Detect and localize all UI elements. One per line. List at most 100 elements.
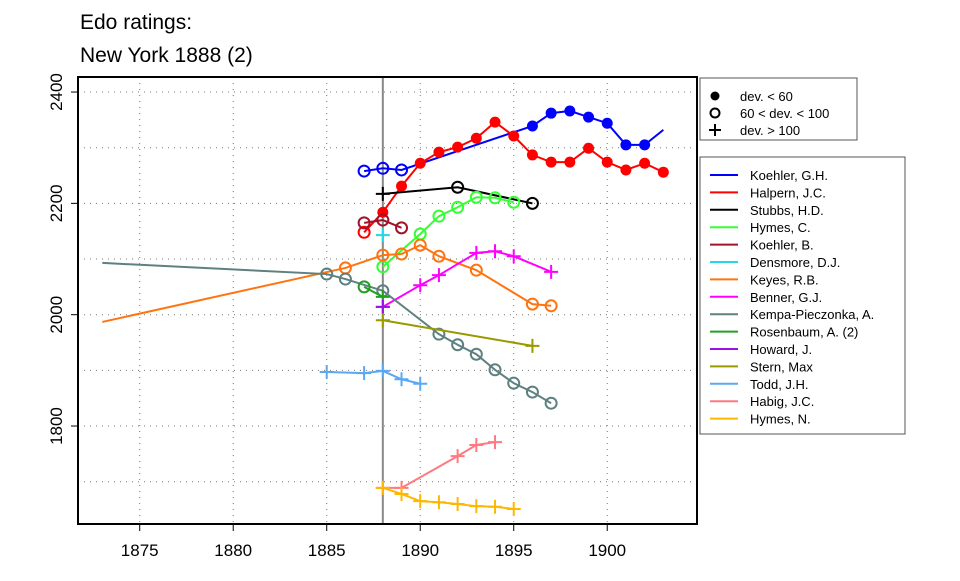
point-open — [488, 363, 502, 377]
point-plus — [469, 245, 484, 260]
series-koehler-g-h- — [357, 105, 664, 178]
point-open — [357, 225, 371, 239]
point-open — [469, 263, 483, 277]
point-plus — [375, 299, 390, 314]
legend-label: Stubbs, H.D. — [750, 203, 824, 218]
point-open — [357, 164, 371, 178]
point-open — [507, 376, 521, 390]
point-open — [395, 163, 409, 177]
point-plus — [488, 244, 503, 259]
grid — [78, 77, 697, 524]
legend-label: Benner, G.J. — [750, 290, 822, 305]
x-tick-label: 1890 — [401, 541, 439, 560]
point-open — [432, 327, 446, 341]
point-open — [525, 385, 539, 399]
point-plus — [506, 249, 521, 264]
series-benner-g-j- — [375, 244, 559, 314]
point-open — [338, 272, 352, 286]
legend-label: Keyes, R.B. — [750, 272, 819, 287]
series-stern-max — [375, 313, 540, 353]
series-legend-box — [699, 156, 906, 435]
point-open — [507, 195, 521, 209]
legend-label: Densmore, D.J. — [750, 255, 840, 270]
y-axis: 1800 2000 2200 2400 — [47, 73, 78, 445]
point-plus — [488, 499, 503, 514]
series-stubbs-h-d- — [375, 180, 539, 210]
point-filled — [564, 105, 576, 117]
chart-title-line-1: Edo ratings: — [80, 11, 192, 34]
point-plus — [375, 186, 390, 201]
point-open — [376, 248, 390, 262]
point-plus — [506, 501, 521, 516]
point-plus — [469, 499, 484, 514]
point-open — [469, 347, 483, 361]
series-legend: Koehler, G.H. Halpern, J.C. Stubbs, H.D. Hy… — [699, 156, 906, 435]
series-todd-j-h- — [319, 363, 428, 391]
x-tick-label: 1880 — [214, 541, 252, 560]
point-plus — [413, 494, 428, 509]
legend-label: Rosenbaum, A. (2) — [750, 325, 858, 340]
point-filled — [489, 116, 501, 128]
x-tick-label: 1895 — [495, 541, 533, 560]
marker-legend-label: dev. < 60 — [740, 89, 793, 104]
series-hymes-c- — [376, 190, 521, 274]
point-filled — [583, 111, 595, 123]
point-filled — [601, 117, 613, 129]
point-open — [357, 280, 371, 294]
series-group — [102, 105, 669, 516]
series-halpern-j-c- — [357, 116, 669, 239]
point-filled — [639, 139, 651, 151]
point-plus — [450, 449, 465, 464]
point-open — [413, 238, 427, 252]
point-plus — [469, 437, 484, 452]
point-open — [451, 180, 465, 194]
point-plus — [394, 486, 409, 501]
series-densmore-d-j- — [375, 228, 390, 243]
point-filled — [657, 166, 669, 178]
point-filled — [414, 157, 426, 169]
point-open — [525, 297, 539, 311]
legend-label: Halpern, J.C. — [750, 185, 826, 200]
legend-label: Howard, J. — [750, 342, 812, 357]
plot-frame — [77, 76, 698, 525]
legend-label: Hymes, C. — [750, 220, 811, 235]
series-line — [102, 261, 552, 405]
point-open — [376, 213, 390, 227]
series-kempa-pieczonka-a- — [102, 261, 558, 410]
series-line — [382, 250, 552, 308]
point-open — [357, 216, 371, 230]
point-plus — [450, 496, 465, 511]
point-plus — [413, 278, 428, 293]
x-tick-label: 1885 — [308, 541, 346, 560]
marker-legend-label: dev. > 100 — [740, 123, 800, 138]
point-filled — [470, 132, 482, 144]
point-plus — [431, 268, 446, 283]
point-filled — [452, 141, 464, 153]
marker-legend-box — [699, 77, 858, 141]
point-filled — [583, 142, 595, 154]
y-tick-label: 1800 — [47, 407, 66, 445]
legend-label: Hymes, N. — [750, 412, 811, 427]
series-line — [382, 319, 533, 347]
point-open — [432, 209, 446, 223]
point-filled — [564, 156, 576, 168]
y-tick-label: 2200 — [47, 184, 66, 222]
point-plus — [375, 363, 390, 378]
x-tick-label: 1900 — [588, 541, 626, 560]
point-plus — [488, 435, 503, 450]
series-line — [363, 285, 384, 298]
point-open — [432, 249, 446, 263]
series-howard-j- — [375, 299, 390, 314]
chart-title-line-2: New York 1888 (2) — [80, 44, 253, 67]
point-filled — [620, 164, 632, 176]
marker-legend-label: 60 < dev. < 100 — [740, 106, 829, 121]
series-line — [102, 243, 552, 323]
legend-label: Kempa-Pieczonka, A. — [750, 307, 874, 322]
point-open — [488, 191, 502, 205]
point-filled — [396, 180, 408, 192]
point-filled — [433, 146, 445, 158]
point-plus — [375, 228, 390, 243]
point-open — [395, 221, 409, 235]
point-filled — [545, 107, 557, 119]
point-filled — [710, 91, 720, 101]
